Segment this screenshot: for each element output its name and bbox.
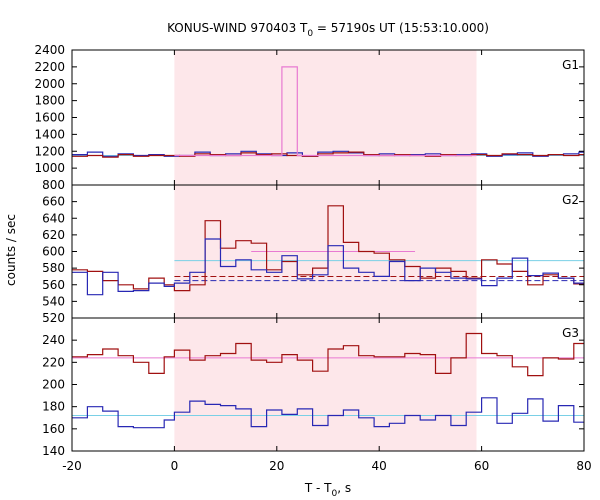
- y-tick-label: 1200: [34, 144, 65, 158]
- panel-label: G2: [562, 193, 579, 207]
- panel-label: G3: [562, 326, 579, 340]
- y-tick-label: 580: [42, 261, 65, 275]
- y-tick-label: 560: [42, 278, 65, 292]
- x-tick-label: 20: [269, 459, 284, 473]
- y-tick-label: 180: [42, 400, 65, 414]
- y-tick-label: 800: [42, 178, 65, 192]
- y-tick-label: 220: [42, 355, 65, 369]
- shaded-interval: [174, 318, 477, 451]
- y-tick-label: 240: [42, 333, 65, 347]
- y-tick-label: 1000: [34, 161, 65, 175]
- shaded-interval: [174, 50, 477, 185]
- x-tick-label: 60: [474, 459, 489, 473]
- y-tick-label: 2000: [34, 77, 65, 91]
- y-tick-label: 1800: [34, 94, 65, 108]
- x-axis-label: T - T0, s: [304, 481, 351, 499]
- y-axis-label: counts / sec: [4, 214, 18, 286]
- y-tick-label: 160: [42, 422, 65, 436]
- count-series-red: [72, 151, 584, 158]
- panel-label: G1: [562, 58, 579, 72]
- y-tick-label: 540: [42, 294, 65, 308]
- x-tick-label: 40: [372, 459, 387, 473]
- y-tick-label: 620: [42, 228, 65, 242]
- count-series-red: [72, 205, 584, 292]
- count-series-blue: [72, 397, 584, 429]
- x-tick-label: -20: [62, 459, 82, 473]
- y-tick-label: 600: [42, 245, 65, 259]
- y-tick-label: 140: [42, 444, 65, 458]
- count-series-pink: [174, 66, 477, 157]
- y-tick-label: 640: [42, 211, 65, 225]
- chart-title: KONUS-WIND 970403 T0 = 57190s UT (15:53:…: [167, 21, 489, 39]
- panels-group: 80010001200140016001800200022002400G1520…: [34, 43, 591, 473]
- y-tick-label: 2400: [34, 43, 65, 57]
- y-tick-label: 200: [42, 378, 65, 392]
- y-tick-label: 1400: [34, 127, 65, 141]
- count-series-red: [72, 332, 584, 377]
- x-tick-label: 0: [171, 459, 179, 473]
- x-tick-label: 80: [576, 459, 591, 473]
- y-tick-label: 1600: [34, 111, 65, 125]
- y-tick-label: 660: [42, 195, 65, 209]
- count-series-blue: [72, 238, 584, 296]
- y-tick-label: 520: [42, 311, 65, 325]
- y-tick-label: 2200: [34, 60, 65, 74]
